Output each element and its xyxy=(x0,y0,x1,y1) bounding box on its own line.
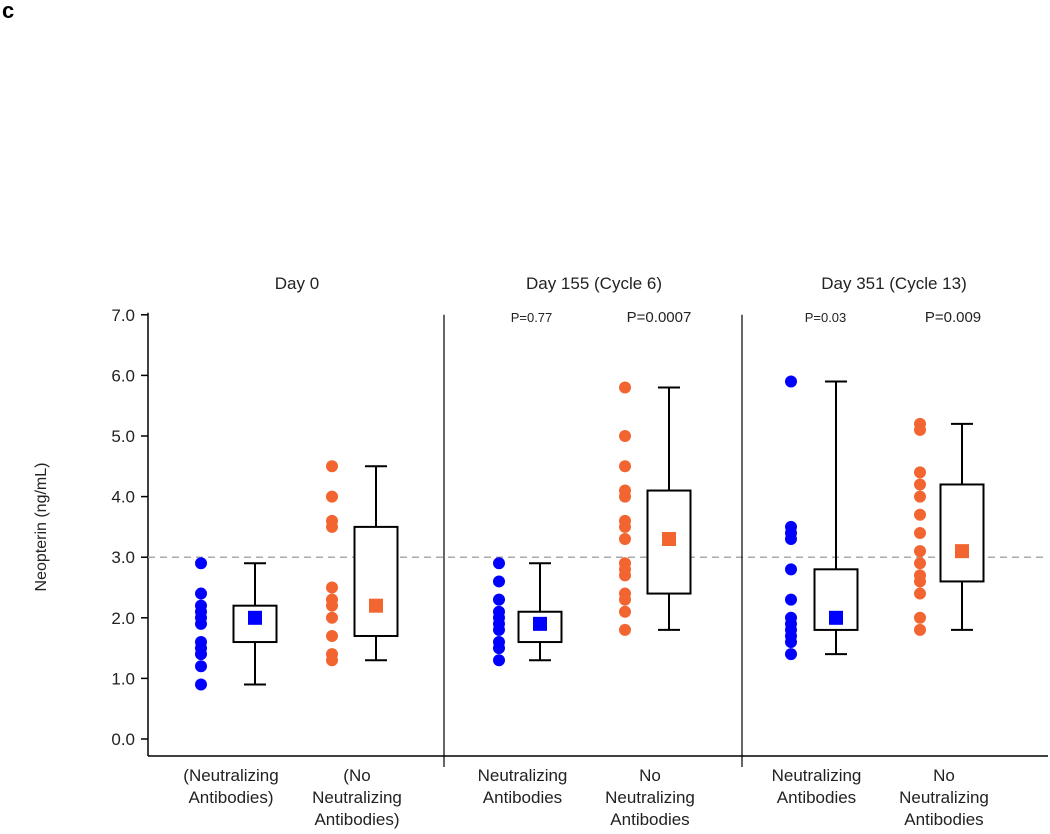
data-point xyxy=(914,526,926,539)
data-point xyxy=(195,660,207,673)
data-point xyxy=(195,648,207,661)
data-point xyxy=(914,557,926,570)
data-point xyxy=(195,587,207,600)
panel-letter: c xyxy=(2,0,15,23)
y-tick-label: 1.0 xyxy=(111,669,135,688)
x-category-label: Neutralizing xyxy=(772,766,862,785)
data-point xyxy=(785,533,797,546)
p-value: P=0.009 xyxy=(925,309,981,326)
data-point xyxy=(493,575,505,588)
data-point xyxy=(619,605,631,618)
data-point xyxy=(914,508,926,521)
x-category-label: Antibodies xyxy=(610,810,689,829)
x-category-label: Neutralizing xyxy=(605,788,695,807)
data-point xyxy=(619,593,631,606)
data-point xyxy=(619,460,631,473)
mean-marker xyxy=(829,610,843,625)
p-value: P=0.77 xyxy=(511,310,553,325)
x-category-label: No xyxy=(639,766,661,785)
x-category-label: Neutralizing xyxy=(312,788,402,807)
data-point xyxy=(914,587,926,600)
y-tick-label: 6.0 xyxy=(111,366,135,385)
panel-title: Day 155 (Cycle 6) xyxy=(526,274,662,293)
data-point xyxy=(914,466,926,479)
data-point xyxy=(619,520,631,533)
data-point xyxy=(785,636,797,649)
data-point xyxy=(326,520,338,533)
panel-title: Day 351 (Cycle 13) xyxy=(821,274,967,293)
data-point xyxy=(493,623,505,636)
y-axis-label: Neopterin (ng/mL) xyxy=(33,463,50,592)
data-point xyxy=(619,533,631,546)
x-category-label: Antibodies xyxy=(904,810,983,829)
x-category-label: Neutralizing xyxy=(899,788,989,807)
mean-marker xyxy=(662,532,676,547)
data-point xyxy=(914,545,926,558)
y-tick-label: 5.0 xyxy=(111,427,135,446)
data-point xyxy=(619,490,631,503)
data-point xyxy=(914,490,926,503)
p-value: P=0.0007 xyxy=(627,309,692,326)
x-category-label: (Neutralizing xyxy=(183,766,278,785)
data-point xyxy=(619,381,631,394)
data-point xyxy=(326,654,338,667)
data-point xyxy=(326,460,338,473)
x-category-label: Antibodies xyxy=(483,788,562,807)
p-value: P=0.03 xyxy=(805,310,847,325)
data-point xyxy=(195,678,207,691)
panel-title: Day 0 xyxy=(275,274,319,293)
data-point xyxy=(619,569,631,582)
data-point xyxy=(326,581,338,594)
data-point xyxy=(326,629,338,642)
data-point xyxy=(493,557,505,570)
mean-marker xyxy=(248,610,262,625)
y-tick-label: 2.0 xyxy=(111,609,135,628)
data-point xyxy=(326,611,338,624)
data-point xyxy=(785,375,797,388)
mean-marker xyxy=(533,616,547,631)
data-point xyxy=(493,654,505,667)
data-point xyxy=(914,575,926,588)
data-point xyxy=(493,593,505,606)
data-point xyxy=(914,623,926,636)
y-tick-label: 4.0 xyxy=(111,488,135,507)
box-iqr xyxy=(939,483,985,583)
data-point xyxy=(785,563,797,576)
data-point xyxy=(914,478,926,491)
x-category-label: Antibodies) xyxy=(314,810,399,829)
y-tick-label: 0.0 xyxy=(111,730,135,749)
data-point xyxy=(785,593,797,606)
x-category-label: Antibodies xyxy=(777,788,856,807)
box-iqr xyxy=(353,525,399,637)
data-point xyxy=(914,423,926,436)
y-tick-label: 3.0 xyxy=(111,548,135,567)
data-point xyxy=(195,557,207,570)
x-category-label: Antibodies) xyxy=(188,788,273,807)
data-point xyxy=(195,617,207,630)
mean-marker xyxy=(369,598,383,613)
data-point xyxy=(326,599,338,612)
data-point xyxy=(326,490,338,503)
x-category-label: (No xyxy=(343,766,370,785)
data-point xyxy=(914,611,926,624)
x-category-label: No xyxy=(933,766,955,785)
data-point xyxy=(493,642,505,655)
data-point xyxy=(619,623,631,636)
x-category-label: Neutralizing xyxy=(478,766,568,785)
data-point xyxy=(785,648,797,661)
y-tick-label: 7.0 xyxy=(111,306,135,325)
data-point xyxy=(619,430,631,442)
mean-marker xyxy=(955,544,969,559)
